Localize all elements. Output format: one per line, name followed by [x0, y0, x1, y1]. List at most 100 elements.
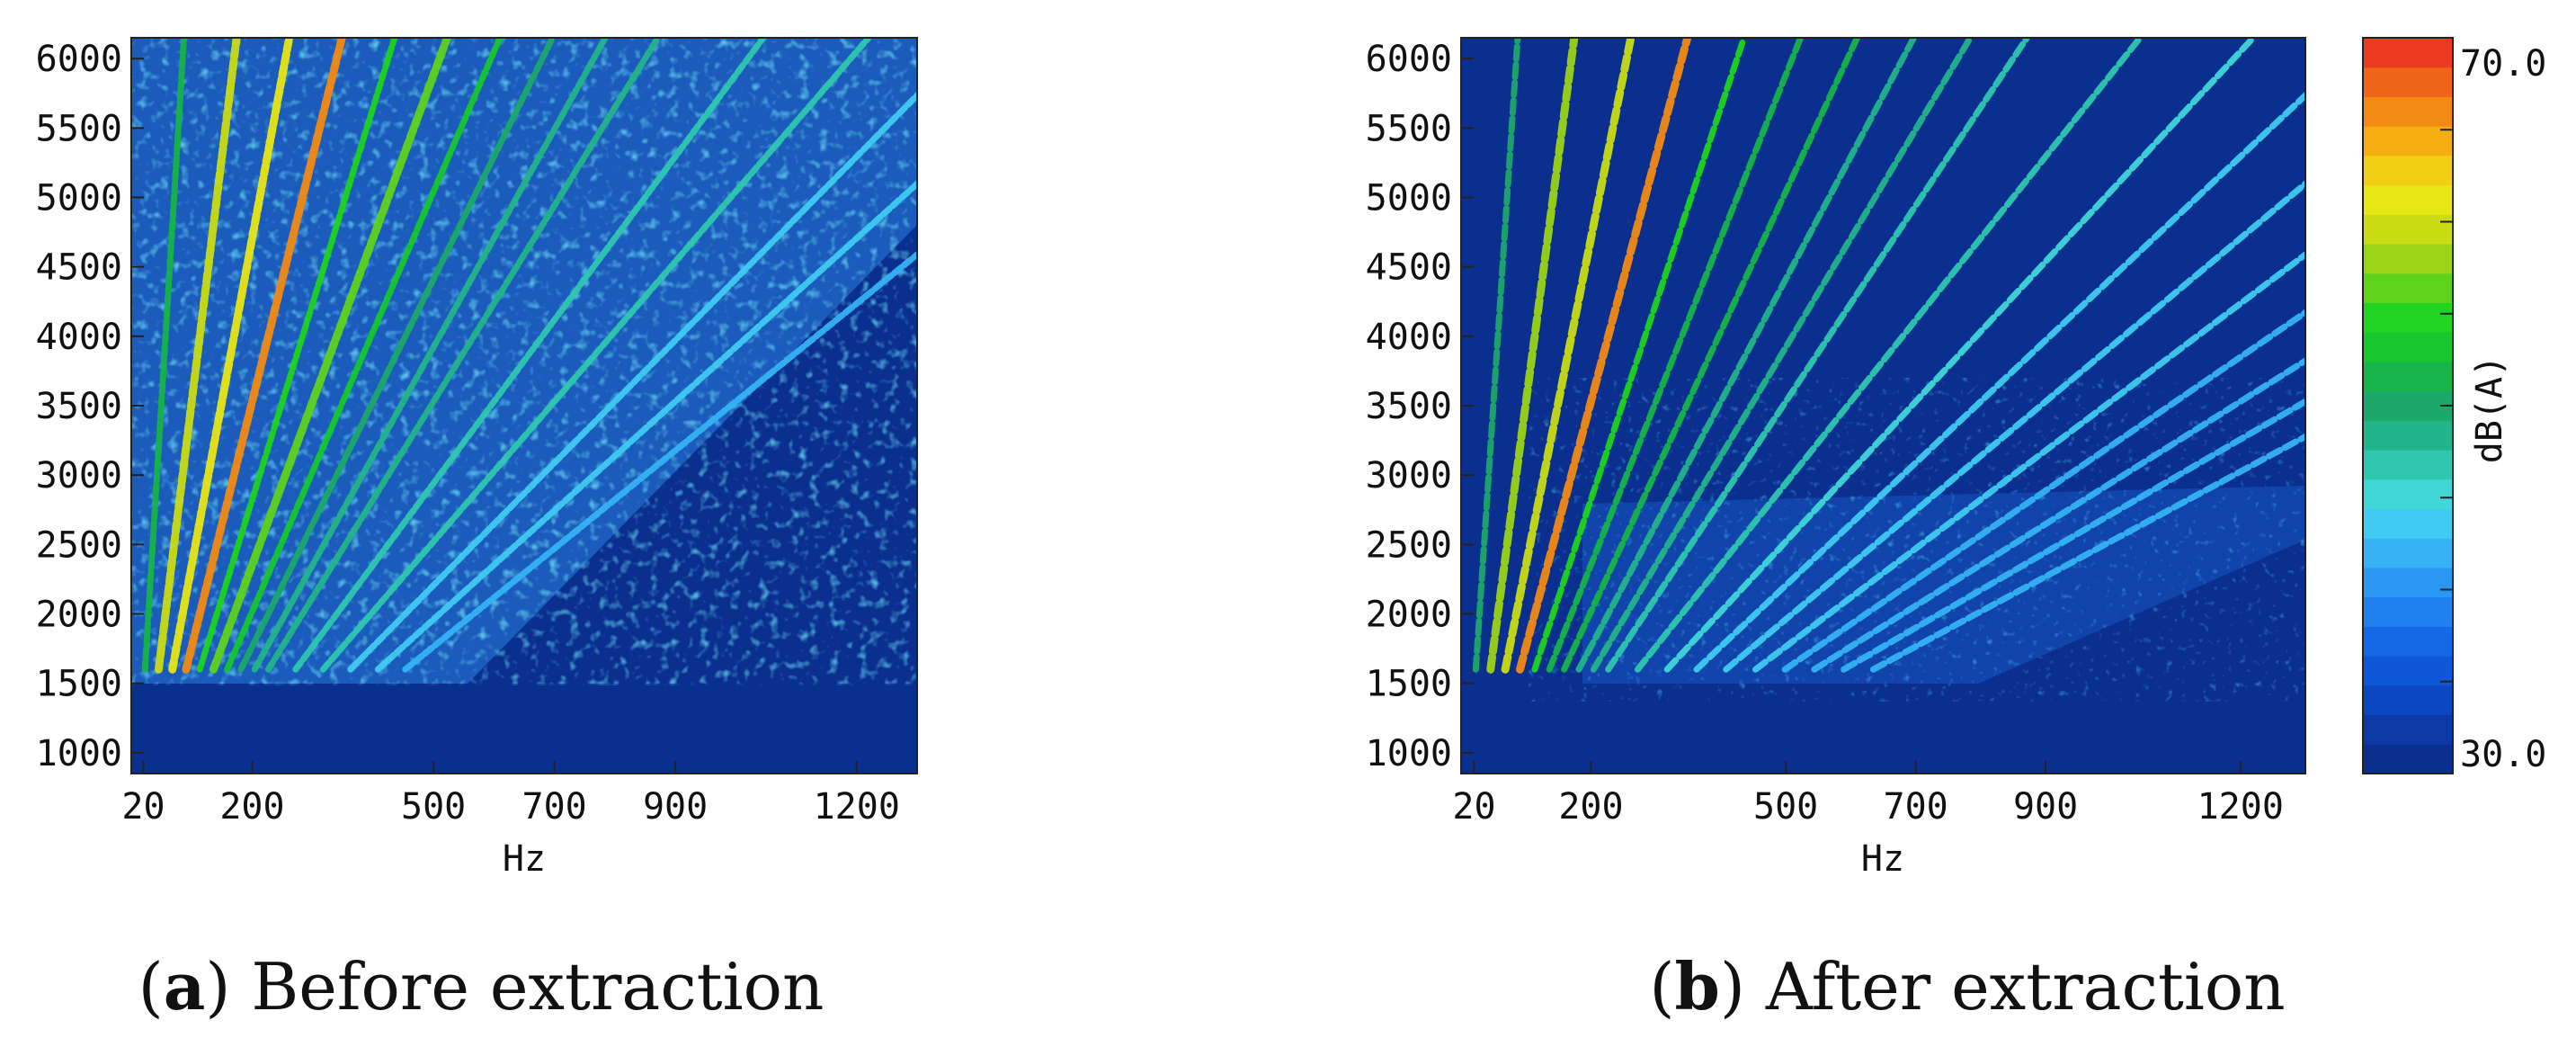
colorbar-swatches: [2363, 38, 2453, 774]
panel-a-order-lines: [141, 38, 917, 674]
y-tick-label: 1500: [36, 664, 122, 705]
y-tick-label: 5000: [1366, 177, 1452, 219]
x-tick-label: 20: [121, 786, 165, 828]
order-line: [182, 38, 346, 674]
panel-b-axes: 1000 1500 2000 2500 3000 3500 4000 4500 5000 5500…: [1366, 39, 2284, 828]
order-line: [168, 38, 294, 674]
y-tick-label: 3000: [36, 455, 122, 497]
y-tick-label: 3500: [1366, 386, 1452, 427]
colorbar-swatch: [2363, 126, 2453, 157]
colorbar-swatch: [2363, 184, 2453, 215]
order-line: [1515, 38, 1692, 674]
order-line: [1693, 91, 2305, 673]
colorbar-swatch: [2363, 744, 2453, 774]
colorbar-swatch: [2363, 538, 2453, 568]
y-tick-label: 5000: [36, 177, 122, 219]
colorbar-swatch: [2363, 273, 2453, 303]
y-tick-label: 2500: [36, 524, 122, 566]
order-line: [264, 38, 662, 673]
panel-b-order-lines: [1472, 38, 2305, 674]
order-line: [1590, 38, 1974, 673]
colorbar-label: dB(A): [2469, 355, 2510, 463]
colorbar-swatch: [2363, 714, 2453, 745]
panel-b-x-axis-label: Hz: [1861, 838, 1904, 880]
panel-a-x-axis-label: Hz: [503, 838, 546, 880]
colorbar-swatch: [2363, 479, 2453, 510]
y-tick-label: 2000: [36, 595, 122, 636]
y-tick-label: 3000: [1366, 455, 1452, 497]
panel-b-letter: b: [1675, 948, 1720, 1025]
colorbar-swatch: [2363, 38, 2453, 68]
panel-a: 1000 1500 2000 2500 3000 3500 4000 4500 5000 5500…: [36, 37, 918, 1025]
x-tick-label: 1200: [2197, 786, 2284, 828]
panel-b-caption: (b) After extraction: [1649, 948, 2285, 1025]
panel-a-caption: (a) Before extraction: [138, 948, 824, 1025]
colorbar-swatch: [2363, 508, 2453, 539]
order-line: [224, 38, 504, 673]
colorbar-swatch: [2363, 214, 2453, 245]
colorbar-swatch: [2363, 67, 2453, 97]
order-line: [1752, 250, 2305, 673]
x-tick-label: 700: [521, 786, 586, 828]
y-tick-label: 4000: [36, 317, 122, 358]
y-tick-label: 4500: [1366, 247, 1452, 289]
order-line: [1605, 38, 2030, 673]
x-tick-label: 700: [1883, 786, 1948, 828]
y-tick-label: 4000: [1366, 317, 1452, 358]
order-line: [1501, 38, 1636, 674]
order-line: [292, 38, 767, 673]
y-tick-label: 6000: [1366, 39, 1452, 80]
panel-a-axes: 1000 1500 2000 2500 3000 3500 4000 4500 5000 5500…: [36, 39, 900, 828]
colorbar-swatch: [2363, 567, 2453, 598]
x-tick-label: 20: [1452, 786, 1495, 828]
y-tick-label: 1500: [1366, 664, 1452, 705]
y-tick-label: 5500: [1366, 108, 1452, 149]
colorbar-swatch: [2363, 656, 2453, 686]
order-line: [374, 179, 917, 673]
order-line: [154, 38, 241, 674]
x-tick-label: 500: [1753, 786, 1818, 828]
x-tick-label: 900: [643, 786, 708, 828]
colorbar-swatch: [2363, 420, 2453, 451]
order-line: [1486, 38, 1579, 674]
x-tick-label: 900: [2013, 786, 2078, 828]
colorbar: 70.0 30.0 dB(A): [2362, 37, 2546, 775]
order-line: [1634, 38, 2144, 673]
colorbar-swatch: [2363, 685, 2453, 716]
order-line: [1575, 38, 1917, 673]
order-line: [141, 38, 188, 673]
order-line: [1561, 38, 1861, 673]
order-line: [402, 250, 917, 673]
y-tick-label: 3500: [36, 386, 122, 427]
y-tick-label: 2000: [1366, 595, 1452, 636]
y-tick-label: 4500: [36, 247, 122, 289]
order-line: [1869, 433, 2305, 673]
x-tick-label: 200: [219, 786, 284, 828]
colorbar-swatch: [2363, 361, 2453, 392]
order-line: [347, 91, 917, 673]
order-line: [1781, 309, 2305, 673]
colorbar-swatch: [2363, 155, 2453, 186]
x-tick-label: 500: [401, 786, 466, 828]
order-line: [1663, 38, 2257, 673]
panel-a-low-band: [131, 684, 917, 774]
colorbar-swatch: [2363, 626, 2453, 657]
order-line: [1811, 356, 2305, 673]
x-tick-label: 200: [1558, 786, 1623, 828]
order-line: [196, 38, 398, 673]
colorbar-min-label: 30.0: [2460, 734, 2546, 775]
y-tick-label: 6000: [36, 39, 122, 80]
order-line: [237, 38, 557, 673]
panel-b-caption-text: After extraction: [1765, 949, 2286, 1025]
order-line: [1531, 38, 1748, 673]
order-line: [1841, 398, 2305, 673]
colorbar-swatch: [2363, 390, 2453, 421]
x-tick-label: 1200: [814, 786, 900, 828]
order-line: [1472, 38, 1521, 673]
order-line: [1546, 38, 1805, 673]
panel-a-caption-text: Before extraction: [251, 949, 824, 1025]
colorbar-swatch: [2363, 332, 2453, 362]
y-tick-label: 2500: [1366, 524, 1452, 566]
